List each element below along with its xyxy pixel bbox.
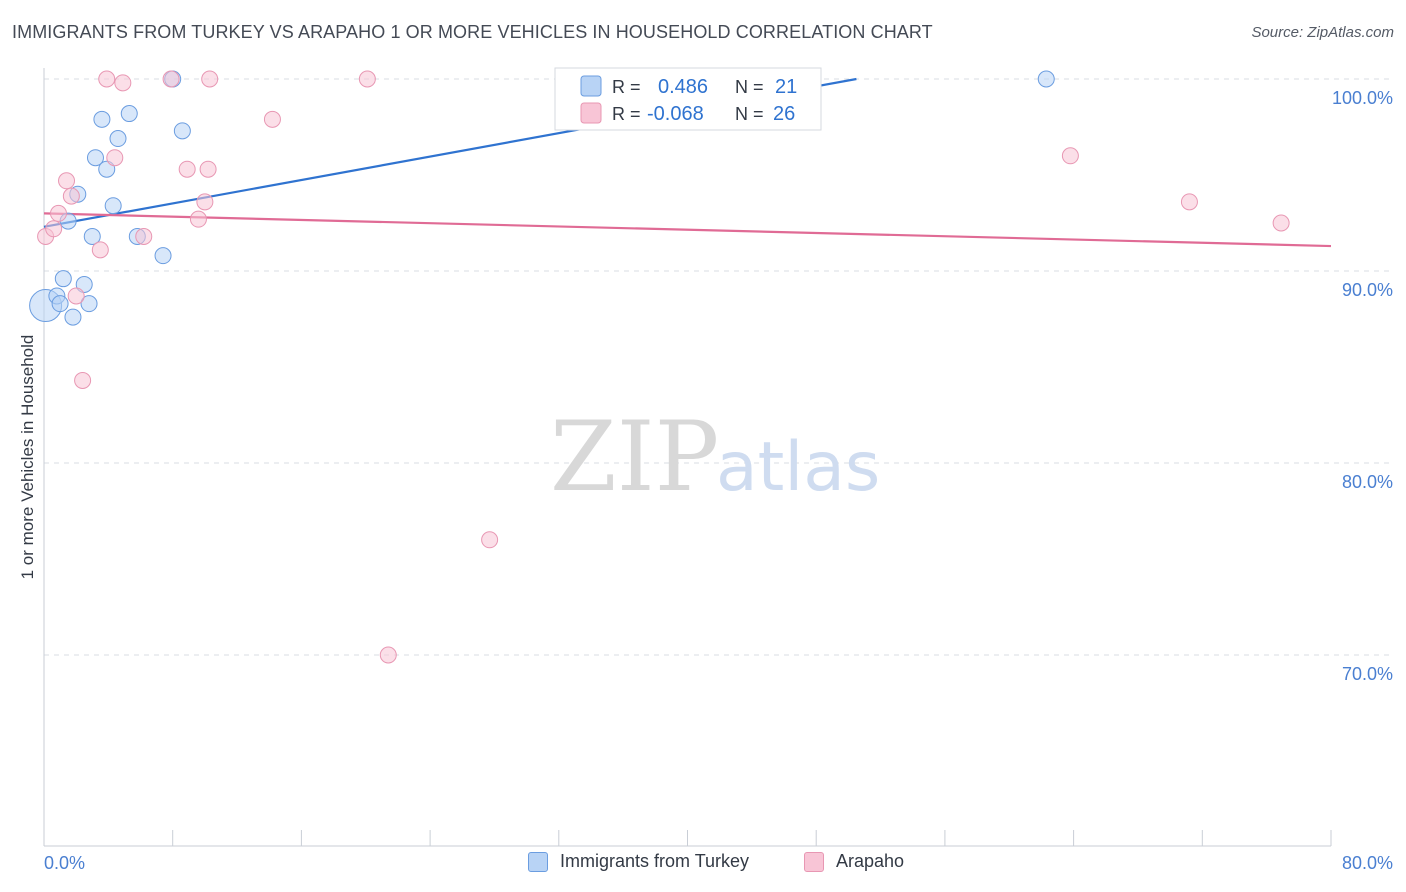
tick-layer: 70.0% 80.0% 90.0% 100.0% 0.0% 80.0%: [43, 88, 1393, 873]
data-point-arapaho: [263, 110, 281, 128]
stat-swatch-blue: [580, 75, 602, 97]
data-point-arapaho: [189, 210, 207, 228]
data-point-turkey: [1037, 70, 1055, 88]
points-layer: [29, 70, 1290, 664]
data-point-turkey: [86, 149, 104, 167]
legend-label-arapaho: Arapaho: [836, 851, 905, 871]
data-point-turkey: [93, 110, 111, 128]
legend-item-arapaho[interactable]: Arapaho: [804, 851, 904, 872]
data-point-arapaho: [162, 70, 180, 88]
grid-layer: [44, 78, 1394, 656]
y-tick-label: 70.0%: [1342, 664, 1393, 684]
y-tick-label: 90.0%: [1342, 280, 1393, 300]
y-tick-label: 80.0%: [1342, 472, 1393, 492]
stat-r-value-pink: -0.068: [647, 103, 704, 125]
data-point-arapaho: [114, 74, 132, 92]
data-point-arapaho: [199, 160, 217, 178]
data-point-turkey: [80, 295, 98, 313]
data-point-arapaho: [67, 287, 85, 305]
stat-n-value-pink: 26: [773, 103, 795, 125]
data-point-arapaho: [58, 172, 76, 190]
stat-n-value-blue: 21: [775, 76, 797, 98]
data-point-turkey: [64, 308, 82, 326]
data-point-arapaho: [481, 531, 499, 549]
y-axis-label: 1 or more Vehicles in Household: [18, 335, 37, 580]
x-tick-label-end: 80.0%: [1342, 853, 1393, 873]
stat-swatch-pink: [580, 102, 602, 124]
source-label: Source: ZipAtlas.com: [1251, 24, 1394, 41]
legend-label-turkey: Immigrants from Turkey: [560, 851, 750, 871]
data-point-arapaho: [1272, 214, 1290, 232]
data-point-turkey: [98, 160, 116, 178]
data-point-arapaho: [98, 70, 116, 88]
data-point-arapaho: [106, 149, 124, 167]
stat-n-label-blue: N =: [735, 77, 764, 97]
data-point-arapaho: [196, 193, 214, 211]
data-point-turkey: [51, 295, 69, 313]
data-point-turkey: [154, 247, 172, 265]
stat-r-value-blue: 0.486: [658, 76, 708, 98]
stat-legend: R = 0.486 N = 21 R = -0.068 N = 26: [554, 67, 822, 131]
legend-swatch-turkey: [528, 851, 548, 872]
x-tick-label-start: 0.0%: [44, 853, 85, 873]
data-point-turkey: [120, 105, 138, 123]
watermark-zip: ZIP: [550, 401, 719, 513]
data-point-arapaho: [358, 70, 376, 88]
series-legend: Immigrants from Turkey Arapaho: [0, 851, 1406, 879]
chart-title: IMMIGRANTS FROM TURKEY VS ARAPAHO 1 OR M…: [12, 22, 933, 42]
legend-item-turkey[interactable]: Immigrants from Turkey: [528, 851, 749, 872]
data-point-arapaho: [135, 227, 153, 245]
data-point-turkey: [109, 130, 127, 148]
data-point-turkey: [75, 275, 93, 293]
data-point-arapaho: [178, 160, 196, 178]
data-point-arapaho: [74, 371, 92, 389]
stat-n-label-pink: N =: [735, 104, 764, 124]
data-point-turkey: [83, 227, 101, 245]
data-point-arapaho: [1180, 193, 1198, 211]
y-tick-label: 100.0%: [1332, 88, 1393, 108]
watermark: ZIP atlas: [550, 401, 880, 513]
watermark-atlas: atlas: [716, 428, 880, 507]
stat-r-label-blue: R =: [612, 77, 641, 97]
data-point-turkey: [173, 122, 191, 140]
data-point-turkey: [104, 197, 122, 215]
data-point-arapaho: [45, 220, 63, 238]
trend-line-arapaho: [43, 212, 1332, 248]
data-point-arapaho: [201, 70, 219, 88]
legend-swatch-arapaho: [804, 851, 824, 872]
data-point-turkey: [54, 270, 72, 288]
data-point-arapaho: [62, 187, 80, 205]
data-point-arapaho: [91, 241, 109, 259]
stat-r-label-pink: R =: [612, 104, 641, 124]
data-point-arapaho: [379, 646, 397, 664]
data-point-arapaho: [1061, 147, 1079, 165]
data-point-arapaho: [49, 204, 67, 222]
